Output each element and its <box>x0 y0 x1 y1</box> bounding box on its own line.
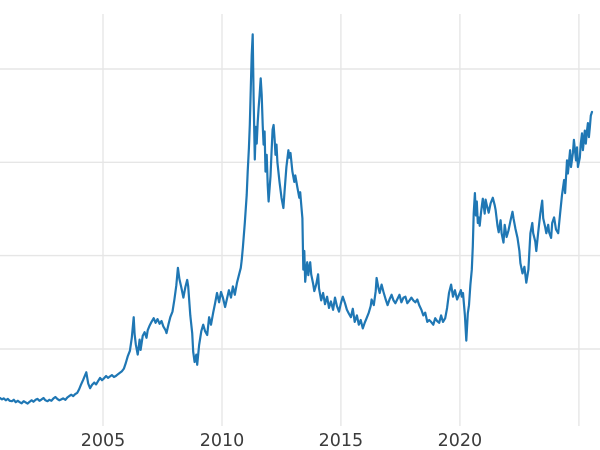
data-series <box>0 33 594 405</box>
x-axis-tick-labels: 2005 2010 2015 2020 <box>81 431 482 450</box>
x-tick-label-2005: 2005 <box>81 431 126 450</box>
x-tick-label-2015: 2015 <box>319 431 364 450</box>
price-series <box>0 33 594 405</box>
vertical-gridlines <box>102 14 580 426</box>
x-tick-label-2010: 2010 <box>200 431 245 450</box>
horizontal-gridlines <box>0 68 600 350</box>
x-tick-label-2020: 2020 <box>438 431 483 450</box>
